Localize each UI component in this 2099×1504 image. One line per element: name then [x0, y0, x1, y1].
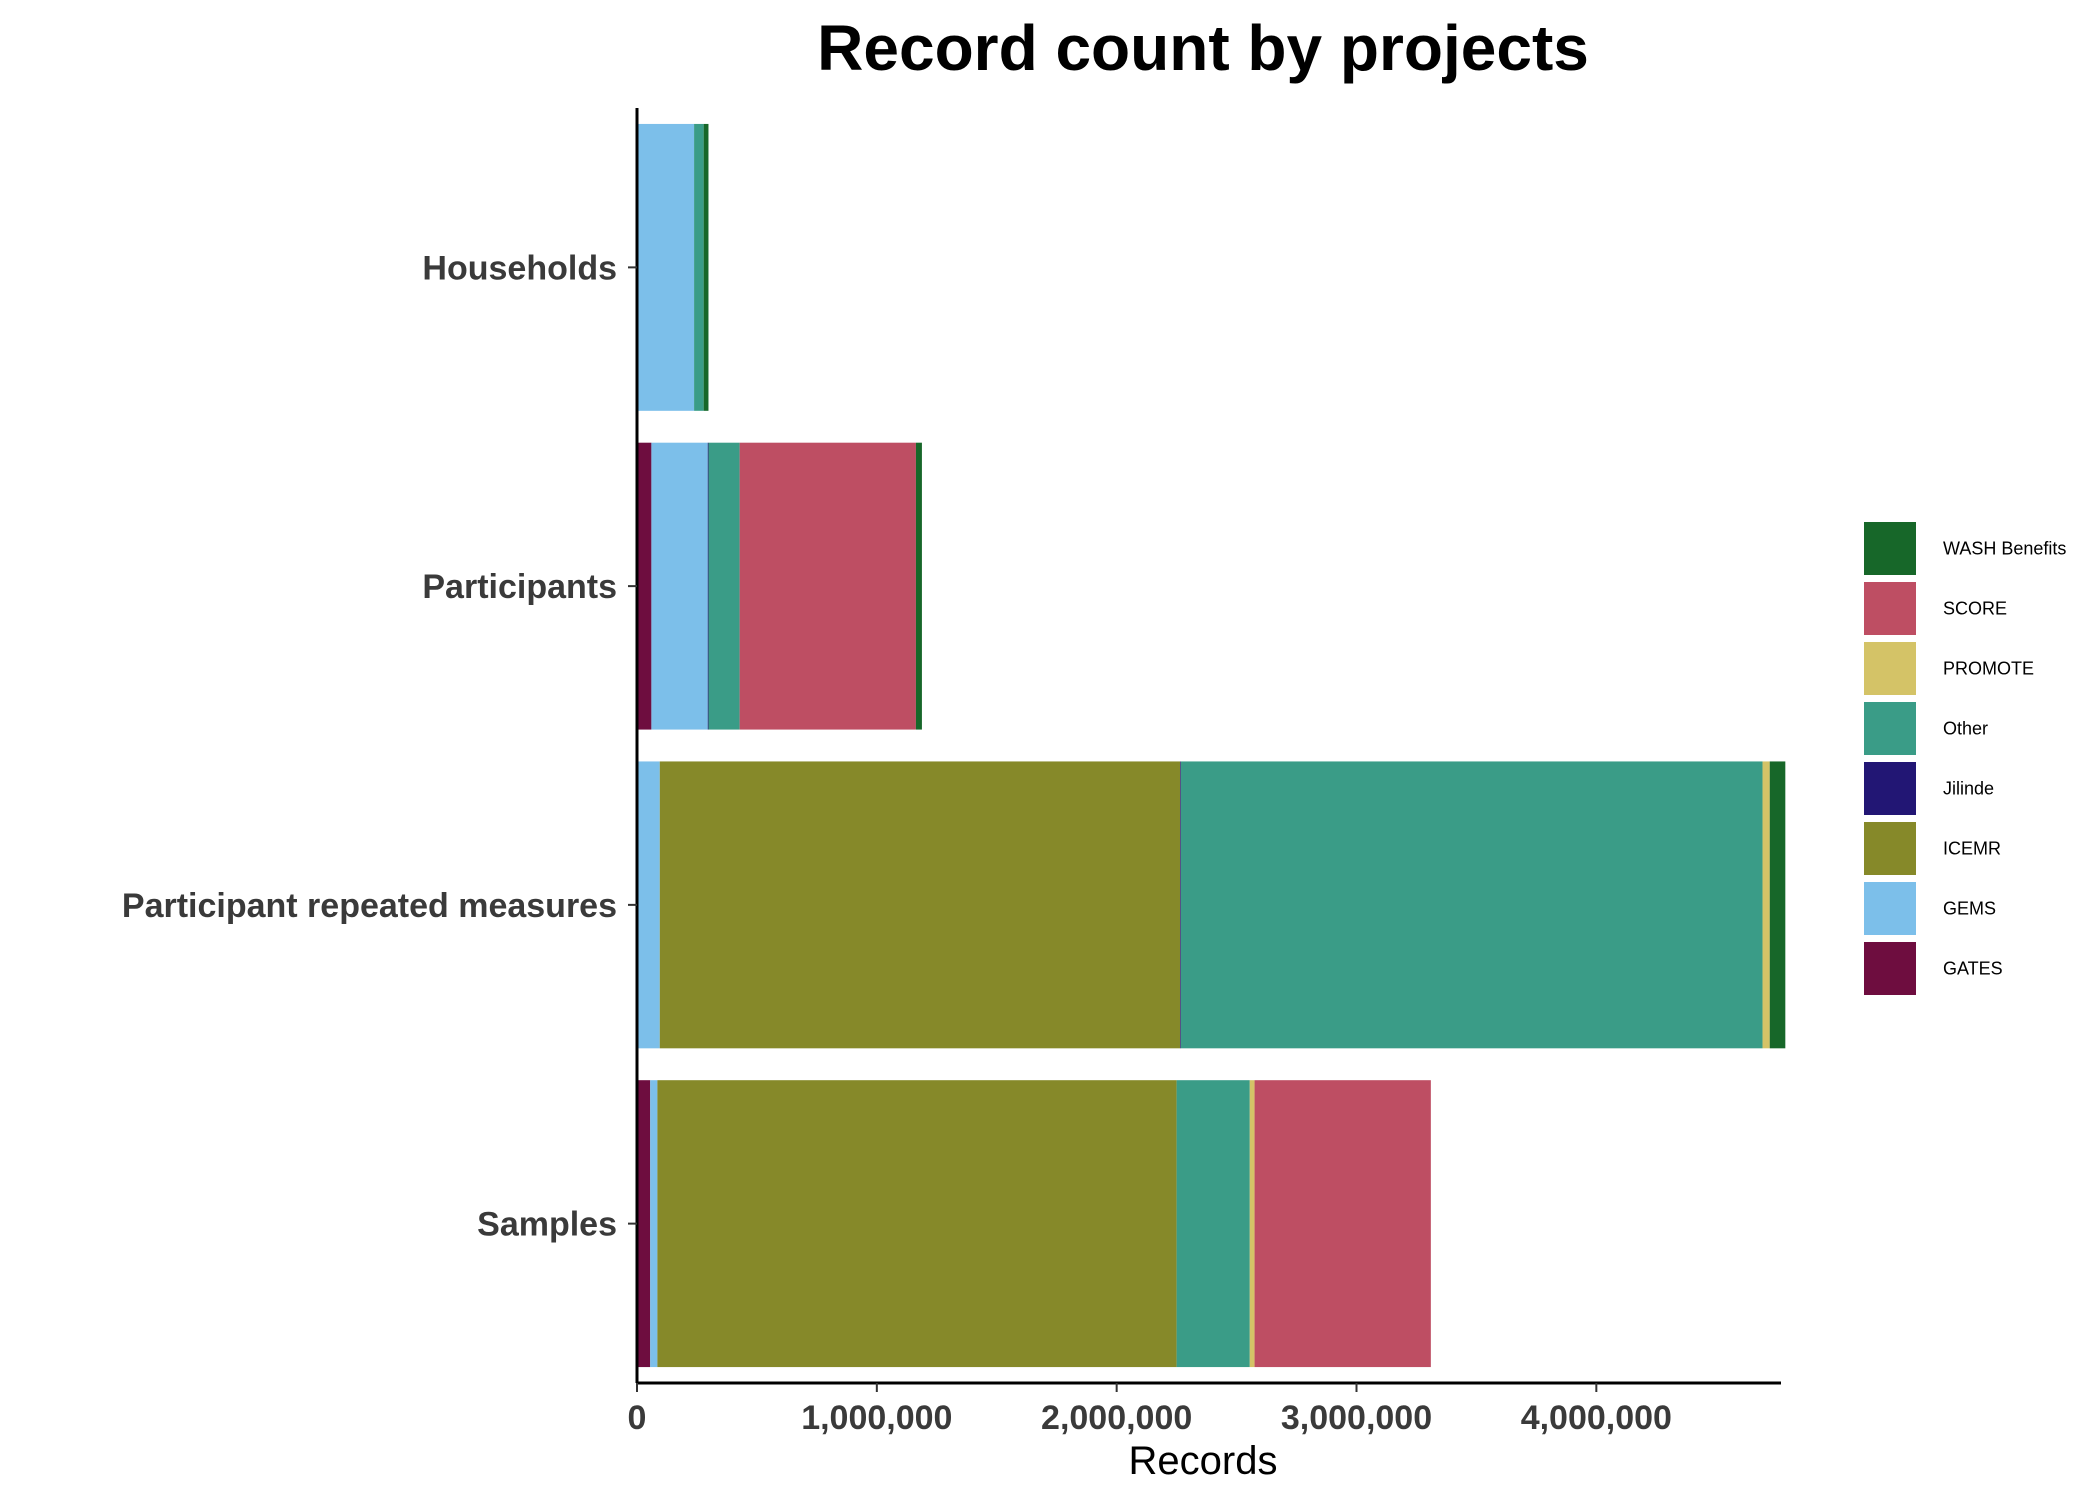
bar-participants-gems: [651, 442, 708, 730]
bar-samples-score: [1254, 1080, 1431, 1368]
x-axis-ticks: 0 1,000,000 2,000,000 3,000,000 4,000,000: [628, 1383, 1672, 1437]
bar-participant-repeated-measures-jilinde: [1180, 761, 1181, 1049]
legend-label-icemr: ICEMR: [1943, 839, 2001, 859]
category-label-participant-repeated-measures: Participant repeated measures: [122, 887, 617, 925]
legend-key-wash-benefits: [1864, 522, 1916, 575]
legend-label-score: SCORE: [1943, 599, 2007, 619]
legend-key-jilinde: [1864, 762, 1916, 815]
x-tick-label: 0: [628, 1399, 647, 1437]
legend-key-gates: [1864, 942, 1916, 995]
bar-participants-wash-benefits: [915, 442, 922, 730]
bar-samples-promote: [1249, 1080, 1255, 1368]
legend-label-other: Other: [1943, 719, 1988, 739]
legend-key-gems: [1864, 882, 1916, 935]
category-labels: Households Participants Participant repeat…: [122, 249, 637, 1244]
bar-participant-repeated-measures-gems: [637, 761, 660, 1049]
bar-samples-gems: [650, 1080, 658, 1368]
legend-key-other: [1864, 702, 1916, 755]
x-axis-title: Records: [1129, 1439, 1278, 1483]
bar-households-wash-benefits: [703, 123, 709, 411]
bar-participant-repeated-measures-other: [1180, 761, 1763, 1049]
bar-samples-gates: [637, 1080, 651, 1368]
bar-samples-other: [1176, 1080, 1250, 1368]
legend-key-icemr: [1864, 822, 1916, 875]
bar-samples-icemr: [657, 1080, 1177, 1368]
legend-label-jilinde: Jilinde: [1943, 779, 1994, 799]
bar-participant-repeated-measures-wash-benefits: [1769, 761, 1786, 1049]
bar-households-other: [694, 123, 704, 411]
legend-label-gates: GATES: [1943, 959, 2003, 979]
legend-label-gems: GEMS: [1943, 899, 1996, 919]
x-tick-label: 1,000,000: [801, 1399, 952, 1437]
bar-participant-repeated-measures-icemr: [659, 761, 1181, 1049]
x-tick-label: 4,000,000: [1521, 1399, 1672, 1437]
bar-participants-jilinde: [707, 442, 709, 730]
bar-households-gems: [637, 123, 695, 411]
legend: WASH Benefits SCORE PROMOTE Other Jilinde ICE…: [1864, 522, 2066, 995]
legend-label-wash-benefits: WASH Benefits: [1943, 539, 2066, 559]
bar-participants-gates: [637, 442, 652, 730]
bar-participants-score: [739, 442, 916, 730]
category-label-participants: Participants: [422, 568, 617, 606]
x-tick-label: 3,000,000: [1281, 1399, 1432, 1437]
category-label-households: Households: [422, 249, 617, 287]
chart-title: Record count by projects: [817, 12, 1589, 84]
legend-label-promote: PROMOTE: [1943, 659, 2034, 679]
category-label-samples: Samples: [477, 1206, 617, 1244]
bars-layer: [637, 123, 1786, 1368]
x-tick-label: 2,000,000: [1041, 1399, 1192, 1437]
axes-layer: [635, 108, 1781, 1385]
bar-participant-repeated-measures-promote: [1762, 761, 1770, 1049]
legend-key-promote: [1864, 642, 1916, 695]
bar-participants-other: [708, 442, 740, 730]
legend-key-score: [1864, 582, 1916, 635]
